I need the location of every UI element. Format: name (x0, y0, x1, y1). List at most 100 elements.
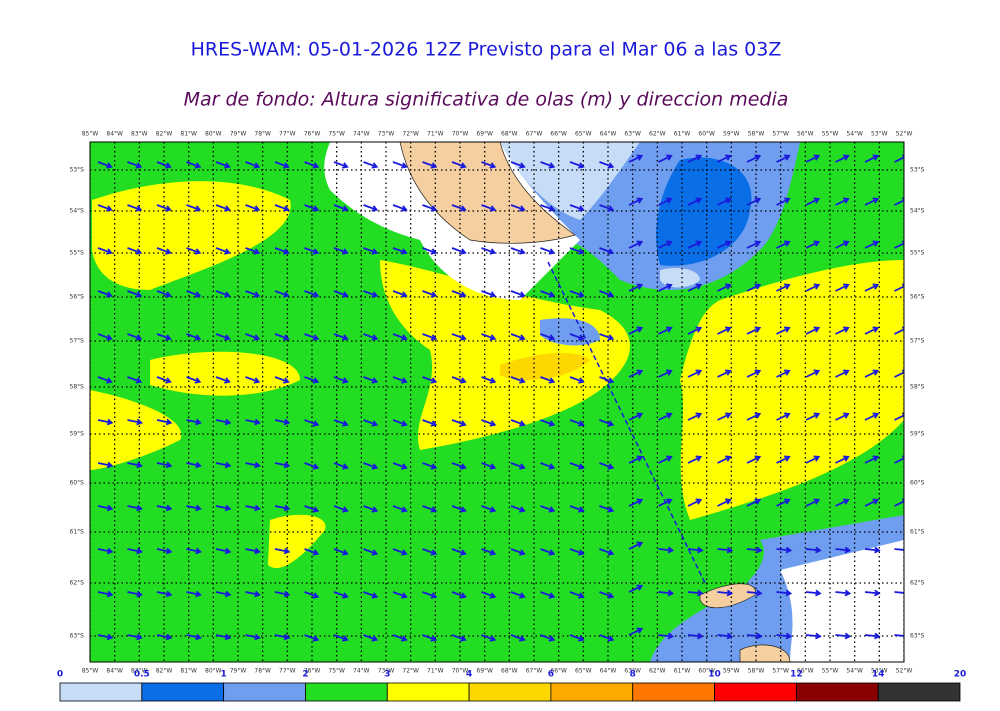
arrow (422, 548, 438, 556)
arrow (215, 333, 231, 341)
arrow (717, 240, 732, 249)
arrow (156, 333, 172, 341)
arrow (835, 154, 850, 163)
arrow (274, 461, 291, 469)
arrow (864, 283, 880, 292)
longitude-label: 71°W (427, 668, 444, 675)
arrow (186, 247, 202, 255)
arrow (97, 161, 113, 169)
arrow (274, 418, 291, 426)
arrow (835, 240, 850, 249)
color-bar-tick: 20 (954, 670, 967, 680)
arrow (156, 204, 172, 212)
arrow (510, 548, 526, 556)
longitude-label: 75°W (328, 668, 345, 675)
longitude-label: 78°W (254, 668, 271, 675)
arrow (392, 505, 408, 513)
arrow (186, 418, 202, 426)
arrow (658, 589, 675, 597)
arrow (658, 412, 673, 421)
arrow (333, 462, 349, 470)
longitude-label: 77°W (279, 131, 296, 138)
arrow (215, 204, 231, 212)
arrow (97, 247, 113, 255)
latitude-label: 60°S (70, 480, 85, 487)
arrow (717, 283, 732, 292)
arrow (864, 154, 880, 163)
color-bar-tick: 8 (630, 670, 636, 680)
arrow (97, 590, 114, 598)
arrow (599, 634, 615, 642)
arrow (569, 204, 585, 212)
arrow (805, 326, 821, 335)
arrow (658, 326, 673, 335)
arrow (746, 632, 763, 640)
arrow (451, 204, 467, 212)
latitude-label: 53°S (70, 167, 85, 174)
arrow (304, 204, 320, 212)
arrow (776, 455, 791, 464)
arrow (510, 462, 526, 470)
arrow (186, 590, 202, 598)
arrow (540, 462, 556, 470)
arrow (363, 333, 379, 341)
arrow (392, 591, 408, 599)
longitude-label: 85°W (82, 668, 99, 675)
arrow (776, 498, 791, 507)
arrow (540, 161, 556, 169)
longitude-label: 79°W (230, 668, 247, 675)
longitude-label: 52°W (896, 668, 913, 675)
arrow (540, 290, 556, 298)
arrow (599, 419, 615, 427)
arrow (805, 369, 821, 378)
longitude-label: 54°W (846, 131, 863, 138)
arrow (156, 161, 172, 169)
arrow (599, 591, 615, 599)
arrow (864, 369, 880, 378)
arrow (687, 589, 704, 597)
latitude-label: 56°S (910, 294, 925, 301)
arrow (894, 547, 904, 553)
longitude-label: 76°W (304, 668, 321, 675)
arrow (510, 290, 526, 298)
arrow (392, 376, 408, 384)
arrow (481, 462, 497, 470)
arrow (363, 290, 379, 298)
arrow (510, 333, 526, 341)
arrow (392, 204, 408, 212)
arrow (658, 546, 675, 554)
longitude-label: 72°W (402, 131, 419, 138)
longitude-label: 52°W (896, 131, 913, 138)
arrow (481, 161, 497, 169)
arrow (864, 240, 880, 249)
arrow (599, 333, 615, 341)
arrow (215, 418, 232, 426)
arrow (363, 634, 379, 642)
longitude-label: 72°W (402, 668, 419, 675)
longitude-label: 70°W (452, 668, 469, 675)
arrow (333, 333, 349, 341)
arrow (481, 634, 497, 642)
arrow (274, 333, 290, 341)
longitude-label: 77°W (279, 668, 296, 675)
arrow (392, 634, 408, 642)
arrow (127, 204, 143, 212)
color-bar-tick: 0.5 (134, 670, 150, 680)
arrow (451, 247, 467, 255)
arrow (481, 591, 497, 599)
arrow (835, 283, 850, 292)
color-bar-tick: 1 (221, 670, 227, 680)
arrow (481, 204, 497, 212)
arrow (805, 154, 821, 163)
arrow (717, 369, 732, 378)
graticule (90, 142, 904, 662)
arrow (274, 504, 291, 512)
arrow (363, 548, 379, 556)
longitude-label: 68°W (501, 131, 518, 138)
arrow (274, 204, 290, 212)
arrow (805, 455, 821, 464)
arrow (864, 412, 880, 421)
arrow (451, 290, 467, 298)
arrow (569, 505, 585, 513)
